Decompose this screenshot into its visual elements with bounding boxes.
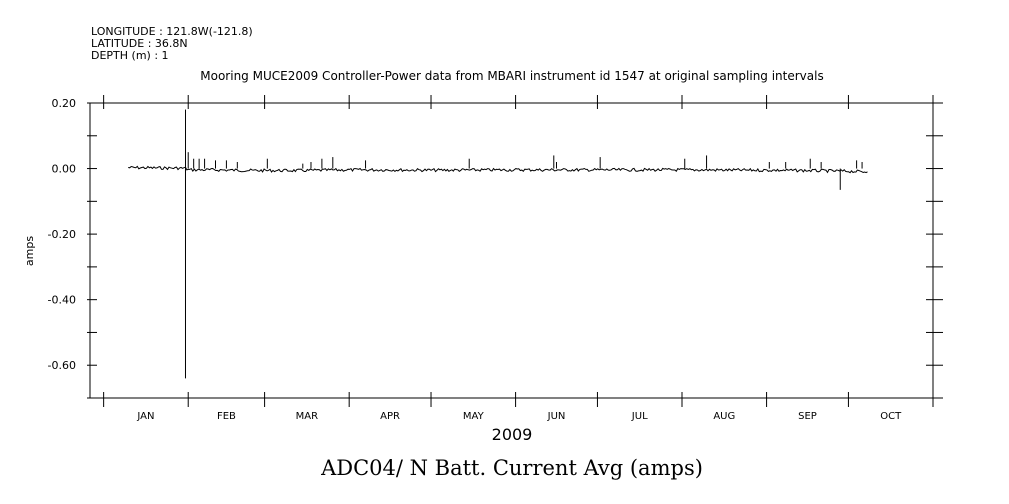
- x-tick-label: MAR: [296, 411, 318, 422]
- y-tick-label: -0.40: [48, 294, 76, 307]
- plot-frame: [89, 102, 934, 399]
- series-line: [128, 165, 868, 174]
- x-tick-label: SEP: [798, 411, 817, 422]
- y-tick-label: -0.60: [48, 359, 76, 372]
- x-tick-label: FEB: [217, 411, 236, 422]
- depth-label: DEPTH (m) : 1: [91, 49, 169, 62]
- variable-label: ADC04/ N Batt. Current Avg (amps): [320, 456, 703, 480]
- y-axis-ticks: 0.20 0.00 -0.20 -0.40 -0.60: [48, 97, 943, 399]
- y-tick-label: -0.20: [48, 228, 76, 241]
- x-tick-label: OCT: [880, 411, 902, 422]
- x-tick-label: AUG: [713, 411, 735, 422]
- x-axis-ticks: JAN FEB MAR APR MAY JUN JUL AUG SEP OCT: [103, 95, 934, 422]
- latitude-label: LATITUDE : 36.8N: [91, 37, 188, 50]
- y-axis-label: amps: [23, 236, 36, 266]
- data-series: [128, 109, 868, 379]
- longitude-label: LONGITUDE : 121.8W(-121.8): [91, 25, 253, 38]
- chart-title: Mooring MUCE2009 Controller-Power data f…: [200, 69, 823, 83]
- y-tick-label: 0.20: [52, 97, 77, 110]
- x-tick-label: MAY: [463, 411, 485, 422]
- x-tick-label: JUN: [547, 411, 566, 422]
- y-tick-label: 0.00: [52, 163, 77, 176]
- x-tick-label: JUL: [631, 411, 648, 422]
- x-tick-label: APR: [380, 411, 400, 422]
- x-tick-label: JAN: [136, 411, 154, 422]
- x-axis-label: 2009: [492, 425, 533, 444]
- header-block: LONGITUDE : 121.8W(-121.8) LATITUDE : 36…: [91, 25, 253, 62]
